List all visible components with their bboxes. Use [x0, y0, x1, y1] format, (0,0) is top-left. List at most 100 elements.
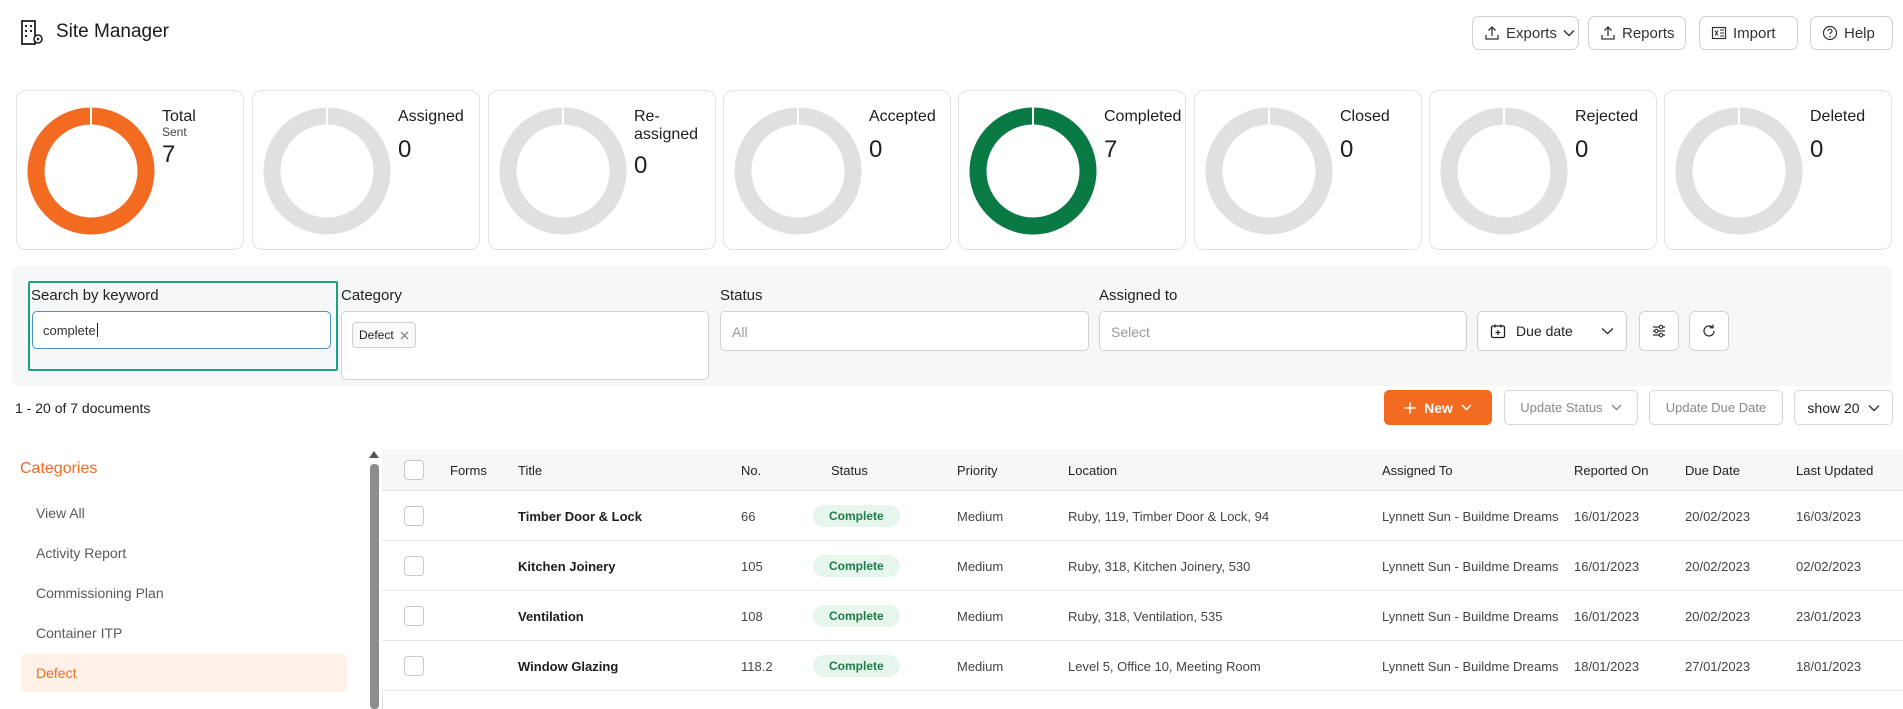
- exports-button[interactable]: Exports: [1472, 16, 1579, 50]
- advanced-filter-button[interactable]: [1639, 311, 1679, 351]
- donut-chart: [27, 107, 155, 235]
- update-due-date-button[interactable]: Update Due Date: [1649, 390, 1783, 425]
- cell-assigned-to: Lynnett Sun - Buildme Dreams: [1382, 559, 1559, 574]
- status-select[interactable]: All: [720, 311, 1089, 351]
- column-header-status[interactable]: Status: [831, 463, 868, 478]
- chevron-down-icon: [1601, 327, 1614, 335]
- page-size-select[interactable]: show 20: [1794, 390, 1893, 425]
- update-status-label: Update Status: [1520, 400, 1603, 415]
- stat-label: Assigned: [398, 108, 464, 125]
- page-size-label: show 20: [1807, 399, 1860, 416]
- help-label: Help: [1844, 24, 1875, 42]
- chevron-down-icon: [1611, 404, 1622, 411]
- table-row[interactable]: [382, 591, 1903, 641]
- sidebar-scrollbar[interactable]: [370, 464, 379, 709]
- column-header-forms[interactable]: Forms: [450, 463, 487, 478]
- sidebar-item-defect[interactable]: Defect: [21, 654, 347, 692]
- row-checkbox[interactable]: [404, 556, 424, 576]
- update-status-button[interactable]: Update Status: [1504, 390, 1638, 425]
- document-count: 1 - 20 of 7 documents: [15, 400, 151, 416]
- table-header: [382, 449, 1903, 491]
- stat-card-accepted[interactable]: Accepted 0: [723, 90, 951, 250]
- sidebar-item-commissioning-plan[interactable]: Commissioning Plan: [36, 585, 164, 601]
- column-header-reported-on[interactable]: Reported On: [1574, 463, 1649, 478]
- import-button[interactable]: Import: [1699, 16, 1798, 50]
- column-header-title[interactable]: Title: [518, 463, 543, 478]
- column-header-no-[interactable]: No.: [741, 463, 762, 478]
- reports-button[interactable]: Reports: [1588, 16, 1686, 50]
- sidebar-item-view-all[interactable]: View All: [36, 505, 85, 521]
- row-checkbox[interactable]: [404, 656, 424, 676]
- stat-sub-label: Sent: [162, 125, 187, 139]
- app-header: Site Manager Exports Reports Import Help: [0, 0, 1903, 68]
- table-row[interactable]: [382, 641, 1903, 691]
- keyword-search-input[interactable]: complete: [32, 311, 331, 349]
- stat-value: 0: [398, 136, 412, 163]
- cell-title[interactable]: Kitchen Joinery: [518, 559, 616, 574]
- status-placeholder: All: [732, 324, 748, 340]
- new-button[interactable]: New: [1384, 390, 1492, 425]
- new-label: New: [1424, 399, 1453, 416]
- cell-title[interactable]: Timber Door & Lock: [518, 509, 643, 524]
- column-header-last-updated[interactable]: Last Updated: [1796, 463, 1874, 478]
- column-header-priority[interactable]: Priority: [957, 463, 998, 478]
- stat-value: 0: [869, 136, 883, 163]
- stat-card-deleted[interactable]: Deleted 0: [1664, 90, 1892, 250]
- cell-last-updated: 18/01/2023: [1796, 659, 1862, 674]
- excel-icon: [1711, 26, 1727, 40]
- stat-card-assigned[interactable]: Assigned 0: [252, 90, 480, 250]
- stat-label: Rejected: [1575, 108, 1639, 125]
- stat-card-total[interactable]: Total Sent 7: [16, 90, 244, 250]
- status-badge: Complete: [813, 555, 900, 577]
- text-cursor: [96, 323, 98, 337]
- category-select[interactable]: Defect: [341, 311, 709, 380]
- chevron-down-icon: [1868, 404, 1880, 411]
- stat-card-closed[interactable]: Closed 0: [1194, 90, 1422, 250]
- cell-number: 118.2: [741, 659, 773, 674]
- donut-chart: [1675, 107, 1803, 235]
- table-row[interactable]: [382, 541, 1903, 591]
- category-label: Category: [341, 287, 402, 304]
- row-checkbox[interactable]: [404, 606, 424, 626]
- donut-chart: [1440, 107, 1568, 235]
- close-icon[interactable]: [400, 331, 409, 340]
- stat-value: 0: [1340, 136, 1354, 163]
- stat-value: 0: [634, 152, 648, 179]
- import-label: Import: [1733, 24, 1776, 42]
- cell-assigned-to: Lynnett Sun - Buildme Dreams: [1382, 659, 1559, 674]
- status-label: Status: [720, 287, 763, 304]
- table-row[interactable]: [382, 491, 1903, 541]
- sidebar-item-activity-report[interactable]: Activity Report: [36, 545, 127, 561]
- scroll-up-arrow[interactable]: [369, 451, 379, 458]
- stat-card-re-assigned[interactable]: Re-assigned 0: [488, 90, 716, 250]
- cell-priority: Medium: [957, 509, 1004, 524]
- column-header-due-date[interactable]: Due Date: [1685, 463, 1740, 478]
- cell-reported-on: 16/01/2023: [1574, 509, 1640, 524]
- stat-label: Re-assigned: [634, 108, 699, 143]
- cell-due-date: 27/01/2023: [1685, 659, 1751, 674]
- stat-card-rejected[interactable]: Rejected 0: [1429, 90, 1657, 250]
- help-button[interactable]: Help: [1810, 16, 1893, 50]
- update-due-date-label: Update Due Date: [1665, 400, 1767, 415]
- cell-title[interactable]: Window Glazing: [518, 659, 619, 674]
- cell-location: Level 5, Office 10, Meeting Room: [1068, 659, 1261, 674]
- assigned-to-select[interactable]: Select: [1099, 311, 1467, 351]
- exports-label: Exports: [1506, 24, 1557, 42]
- stat-label: Closed: [1340, 108, 1390, 125]
- select-all-checkbox[interactable]: [404, 460, 424, 480]
- stat-label: Completed: [1104, 108, 1182, 125]
- sidebar-item-container-itp[interactable]: Container ITP: [36, 625, 123, 641]
- row-checkbox[interactable]: [404, 506, 424, 526]
- upload-icon: [1485, 26, 1499, 40]
- reset-filter-button[interactable]: [1689, 311, 1729, 351]
- due-date-select[interactable]: Due date: [1477, 311, 1627, 351]
- category-tag-label: Defect: [359, 328, 394, 342]
- column-header-location[interactable]: Location: [1068, 463, 1118, 478]
- stat-value: 0: [1575, 136, 1589, 163]
- column-header-assigned-to[interactable]: Assigned To: [1382, 463, 1453, 478]
- stat-card-completed[interactable]: Completed 7: [958, 90, 1186, 250]
- assigned-to-placeholder: Select: [1111, 324, 1150, 340]
- status-badge: Complete: [813, 655, 900, 677]
- keyword-highlight: [28, 281, 338, 371]
- cell-title[interactable]: Ventilation: [518, 609, 584, 624]
